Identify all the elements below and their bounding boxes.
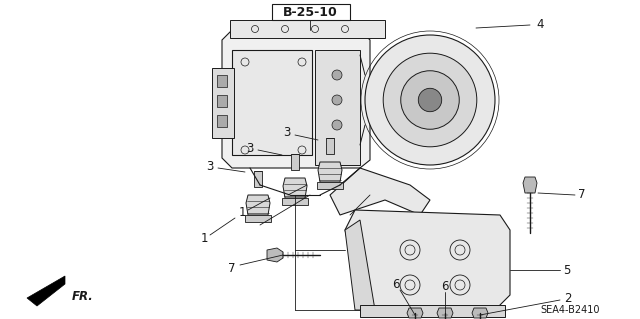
Circle shape — [383, 53, 477, 147]
Text: 3: 3 — [206, 160, 214, 173]
Text: 3: 3 — [246, 142, 253, 154]
Bar — [232, 50, 312, 155]
Polygon shape — [283, 178, 307, 198]
Circle shape — [332, 95, 342, 105]
Polygon shape — [345, 220, 375, 310]
Bar — [272, 4, 350, 20]
Text: 6: 6 — [392, 278, 400, 292]
Bar — [217, 95, 227, 107]
Bar — [230, 20, 385, 38]
Text: 5: 5 — [563, 263, 571, 277]
Text: 3: 3 — [284, 127, 291, 139]
Bar — [315, 50, 360, 165]
Polygon shape — [437, 308, 453, 318]
Polygon shape — [523, 177, 537, 193]
Polygon shape — [318, 162, 342, 182]
Text: 7: 7 — [228, 262, 236, 275]
Text: FR.: FR. — [72, 290, 94, 302]
Polygon shape — [407, 308, 423, 318]
Bar — [360, 305, 505, 317]
Polygon shape — [267, 248, 283, 262]
Bar — [245, 215, 271, 222]
Text: 4: 4 — [536, 19, 544, 32]
Bar — [317, 182, 343, 189]
Text: 1: 1 — [238, 206, 246, 219]
Bar — [217, 75, 227, 87]
Text: 7: 7 — [579, 189, 586, 202]
Bar — [212, 68, 234, 138]
Text: SEA4-B2410: SEA4-B2410 — [541, 305, 600, 315]
Polygon shape — [345, 210, 510, 310]
Text: 2: 2 — [564, 292, 572, 305]
Circle shape — [365, 35, 495, 165]
Bar — [217, 115, 227, 127]
Polygon shape — [472, 308, 488, 318]
Bar — [326, 138, 334, 154]
Text: 1: 1 — [200, 232, 208, 244]
Circle shape — [401, 71, 460, 129]
Polygon shape — [27, 276, 65, 306]
Polygon shape — [246, 195, 270, 215]
Circle shape — [419, 88, 442, 112]
Bar — [254, 171, 262, 187]
Bar — [282, 198, 308, 205]
Text: B-25-10: B-25-10 — [283, 5, 337, 19]
Bar — [291, 154, 299, 170]
Polygon shape — [330, 168, 430, 215]
Text: 6: 6 — [441, 280, 449, 293]
Circle shape — [332, 120, 342, 130]
Circle shape — [332, 70, 342, 80]
Polygon shape — [222, 30, 370, 168]
